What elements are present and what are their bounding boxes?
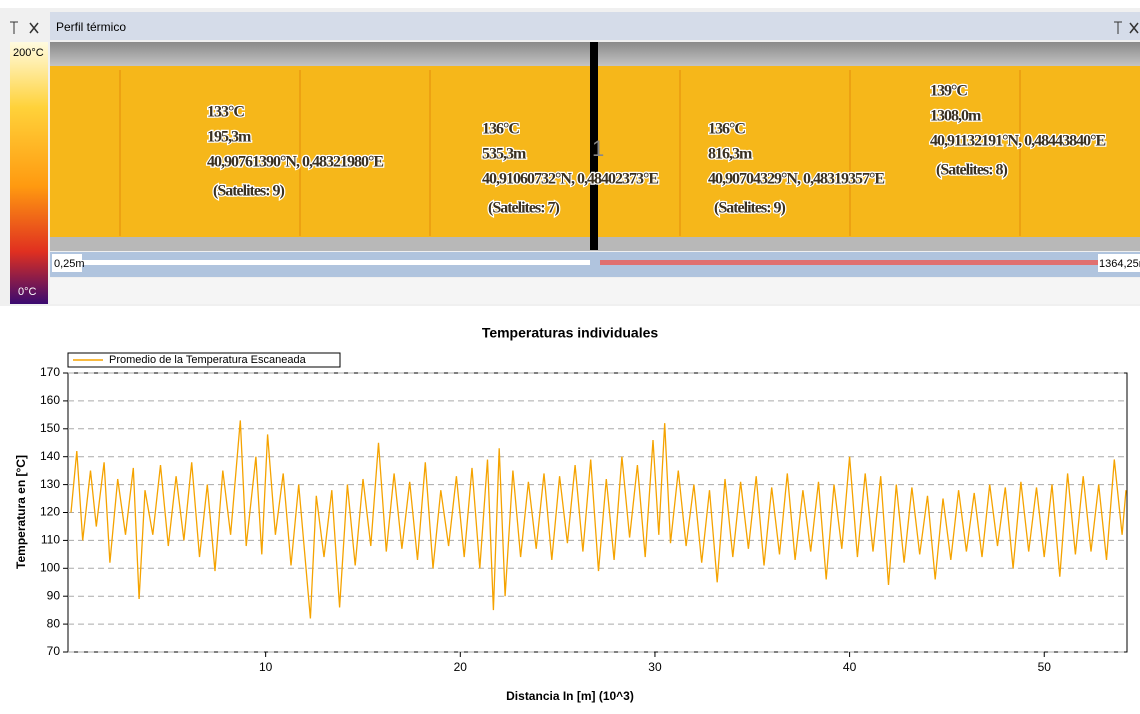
panel-title: Perfil térmico: [56, 20, 126, 34]
marker-label: 1: [592, 136, 604, 161]
reading-temp: 133°C: [207, 104, 244, 121]
pin-close-left[interactable]: [10, 21, 39, 34]
color-scale: [10, 42, 48, 304]
position-marker: [590, 42, 598, 250]
scrollbar[interactable]: [50, 278, 1140, 304]
thermal-texture: [119, 70, 1021, 236]
reading-distance: 535,3m: [482, 146, 527, 163]
y-tick-label: 160: [40, 393, 60, 407]
reading-coords: 40,90761390°N, 0,48321980°E: [207, 154, 383, 171]
y-tick-label: 90: [47, 588, 61, 602]
reading-coords: 40,90704329°N, 0,48319357°E: [708, 171, 884, 188]
thermal-panel: Perfil térmico 200°C 0°C 1 0,25m 1364,25…: [0, 8, 1140, 306]
done-track: [80, 260, 590, 265]
scale-max: 200°C: [13, 47, 44, 59]
x-tick-label: 10: [259, 660, 273, 674]
end-box: [1098, 254, 1140, 272]
reading-distance: 816,3m: [708, 146, 753, 163]
x-tick-label: 50: [1038, 660, 1052, 674]
y-tick-label: 80: [47, 616, 61, 630]
y-tick-label: 110: [41, 533, 60, 547]
scale-min: 0°C: [18, 286, 37, 298]
chart-title: Temperaturas individuales: [482, 325, 659, 341]
chart: Temperaturas individuales Distancia In […: [14, 325, 1128, 703]
y-tick-label: 100: [40, 560, 60, 574]
y-tick-label: 70: [47, 644, 61, 658]
y-tick-label: 170: [40, 365, 60, 379]
reading-satellites: (Satelites: 9): [714, 200, 786, 217]
x-tick-label: 40: [843, 660, 857, 674]
reading-satellites: (Satelites: 8): [936, 162, 1008, 179]
reading-distance: 1308,0m: [930, 108, 982, 125]
reading-coords: 40,91132191°N, 0,48443840°E: [930, 133, 1105, 150]
y-axis-label: Temperatura en [°C]: [14, 455, 28, 569]
y-tick-label: 140: [40, 449, 60, 463]
todo-track: [600, 260, 1100, 265]
legend-box: [67, 352, 341, 368]
reading-satellites: (Satelites: 9): [213, 183, 285, 200]
y-tick-label: 150: [40, 421, 60, 435]
x-tick-label: 30: [648, 660, 662, 674]
x-axis-label: Distancia In [m] (10^3): [506, 689, 634, 703]
pin-close-right[interactable]: [1114, 21, 1139, 34]
readings: 133°C 195,3m 40,90761390°N, 0,48321980°E (S…: [206, 81, 1108, 218]
reading-coords: 40,91060732°N, 0,48402373°E: [482, 171, 658, 188]
y-tick-label: 120: [40, 505, 60, 519]
panel-header: [50, 12, 1140, 40]
legend-label: Promedio de la Temperatura Escaneada: [109, 354, 307, 366]
reading-temp: 136°C: [482, 121, 519, 138]
reading-temp: 139°C: [930, 83, 967, 100]
start-box: [52, 254, 82, 272]
end-label: 1364,25m: [1099, 258, 1140, 270]
reading-temp: 136°C: [708, 121, 745, 138]
reading-distance: 195,3m: [207, 129, 252, 146]
start-label: 0,25m: [54, 258, 85, 270]
x-tick-label: 20: [454, 660, 468, 674]
series-line: [70, 420, 1127, 619]
reading-satellites: (Satelites: 7): [488, 200, 560, 217]
y-tick-label: 130: [40, 477, 60, 491]
